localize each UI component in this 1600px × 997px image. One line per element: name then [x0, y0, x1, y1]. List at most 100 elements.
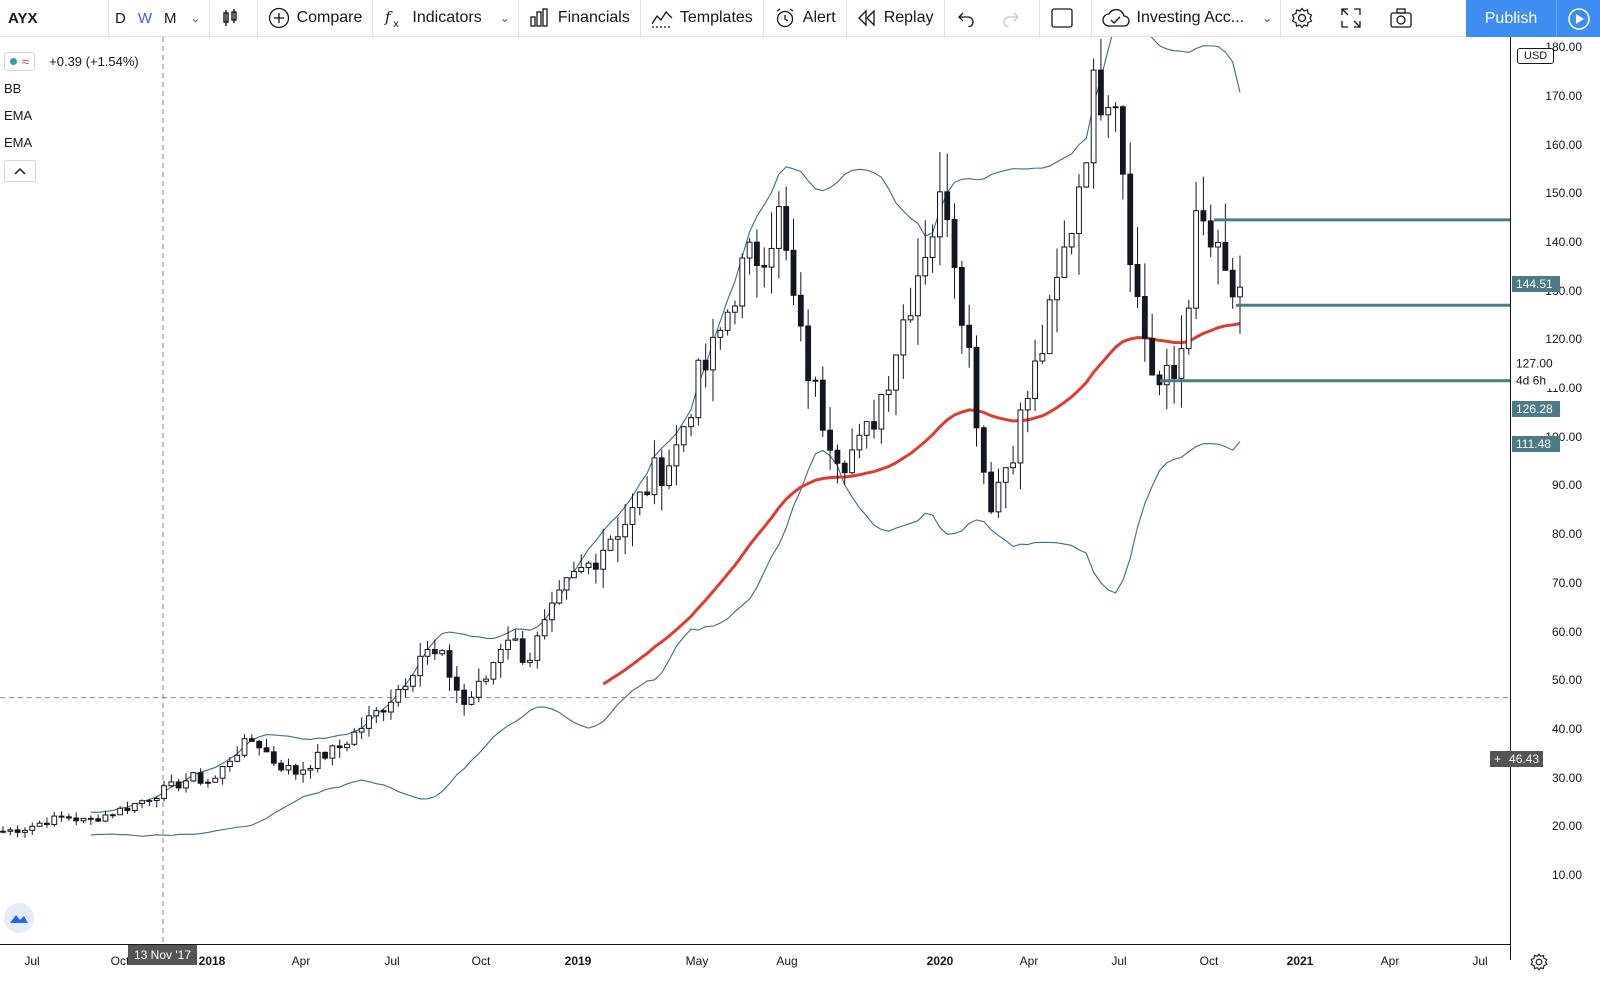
financials-label: Financials [557, 9, 630, 26]
compare-button[interactable]: Compare [258, 0, 373, 37]
candle-up [402, 685, 409, 691]
time-tick-label: Apr [291, 954, 311, 968]
chart-type-button[interactable] [210, 0, 257, 37]
candle-up [863, 421, 870, 436]
settings-button[interactable] [1281, 0, 1330, 37]
account-button[interactable]: Investing Acc... [1092, 0, 1255, 37]
bar-countdown: 4d 6h [1516, 373, 1547, 388]
currency-badge[interactable]: USD [1517, 48, 1555, 64]
fullscreen-button[interactable] [1330, 0, 1379, 37]
price-tick-label: 60.00 [1551, 624, 1582, 639]
candle-up [1237, 286, 1243, 298]
candle-down [644, 491, 651, 496]
candle-up [29, 825, 36, 831]
candle-up [395, 689, 402, 703]
time-tick-label: 2021 [1286, 954, 1314, 968]
candle-down [658, 457, 665, 486]
legend-indicator-ema-2[interactable]: EMA [4, 135, 33, 150]
legend-indicator-bb[interactable]: BB [4, 81, 22, 96]
price-tick-label: 140.00 [1545, 234, 1582, 249]
interval-week[interactable]: W [137, 9, 153, 27]
candle-up [190, 772, 197, 782]
candle-down [175, 781, 182, 789]
legend-indicator-ema-1[interactable]: EMA [4, 108, 33, 123]
layout-button[interactable] [1040, 0, 1091, 37]
alert-button[interactable]: Alert [764, 0, 846, 37]
candle-up [439, 650, 446, 655]
candle-up [527, 659, 533, 663]
time-tick-label: Oct [110, 954, 130, 968]
candle-down [841, 462, 848, 474]
replay-button[interactable]: Replay [847, 0, 944, 37]
legend-collapse-button[interactable] [4, 160, 36, 182]
candle-up [168, 781, 175, 787]
candle-up [358, 727, 365, 733]
candle-up [622, 523, 629, 538]
ema-red-line [602, 322, 1241, 686]
candle-up [666, 465, 672, 486]
candle-down [263, 747, 270, 753]
candle-up [629, 507, 636, 525]
compare-label: Compare [296, 9, 363, 26]
publish-button[interactable]: Publish [1466, 0, 1556, 37]
candle-down [124, 807, 131, 811]
candle-up [717, 329, 724, 338]
candle-down [322, 751, 328, 759]
redo-icon [1002, 12, 1019, 27]
square-layout-icon [1050, 8, 1073, 28]
price-chart[interactable] [0, 37, 1510, 944]
chevron-up-icon [14, 167, 26, 175]
candle-down [256, 740, 263, 749]
time-tick-label: Apr [1380, 954, 1400, 968]
account-chevron-down-icon[interactable]: ⌄ [1262, 11, 1273, 25]
undo-button[interactable] [945, 0, 992, 37]
interval-chevron-down-icon[interactable]: ⌄ [190, 11, 201, 25]
candles [0, 38, 1243, 838]
templates-button[interactable]: Templates [641, 0, 763, 37]
candle-up [1068, 232, 1075, 248]
redo-button[interactable] [992, 0, 1039, 37]
candle-up [556, 589, 563, 604]
candle-up [607, 538, 614, 551]
crosshair-layer [0, 37, 1510, 944]
candle-down [966, 324, 973, 348]
candle-up [183, 780, 189, 789]
time-axis[interactable]: Jul Oct 2018 Apr Jul Oct 2019 May Aug 2020 Apr Jul O… [0, 944, 1510, 978]
interval-month[interactable]: M [164, 9, 177, 27]
candle-up [600, 549, 607, 570]
candle-up [475, 680, 482, 698]
candle-up [929, 236, 936, 258]
level-label-upper: 144.51 [1512, 276, 1560, 292]
candle-up [1002, 467, 1009, 483]
candle-up [22, 829, 28, 833]
candle-down [790, 249, 797, 296]
legend-visibility-toggle[interactable]: ≈ [4, 52, 36, 71]
financials-button[interactable]: Financials [519, 0, 640, 37]
candle-up [1054, 276, 1060, 301]
templates-icon [651, 10, 673, 28]
candles-icon [222, 9, 237, 26]
candle-up [300, 769, 307, 775]
candle-up [563, 577, 570, 591]
candle-down [453, 676, 460, 691]
chart-legend: ≈ +0.39 (+1.54%) BB EMA EMA [4, 48, 139, 182]
play-circle-icon [1567, 7, 1590, 30]
indicators-chevron-down-icon[interactable]: ⌄ [499, 11, 510, 25]
plus-icon[interactable]: + [1494, 752, 1502, 766]
candle-up [936, 191, 943, 238]
price-scale[interactable]: 180.00 170.00 160.00 150.00 140.00 130.00 120.… [1510, 37, 1600, 960]
candle-up [549, 602, 555, 621]
candle-up [153, 798, 160, 802]
tradingview-logo-icon[interactable] [4, 903, 34, 933]
symbol-search[interactable]: AYX [8, 9, 38, 27]
interval-day[interactable]: D [115, 9, 126, 27]
candle-up [1185, 307, 1192, 350]
candle-up [922, 256, 929, 277]
publish-menu-button[interactable] [1556, 0, 1600, 37]
snapshot-button[interactable] [1379, 0, 1430, 37]
candle-up [571, 570, 577, 579]
candle-up [102, 814, 109, 822]
chart-settings-button[interactable] [1524, 950, 1554, 974]
candle-up [907, 315, 914, 321]
